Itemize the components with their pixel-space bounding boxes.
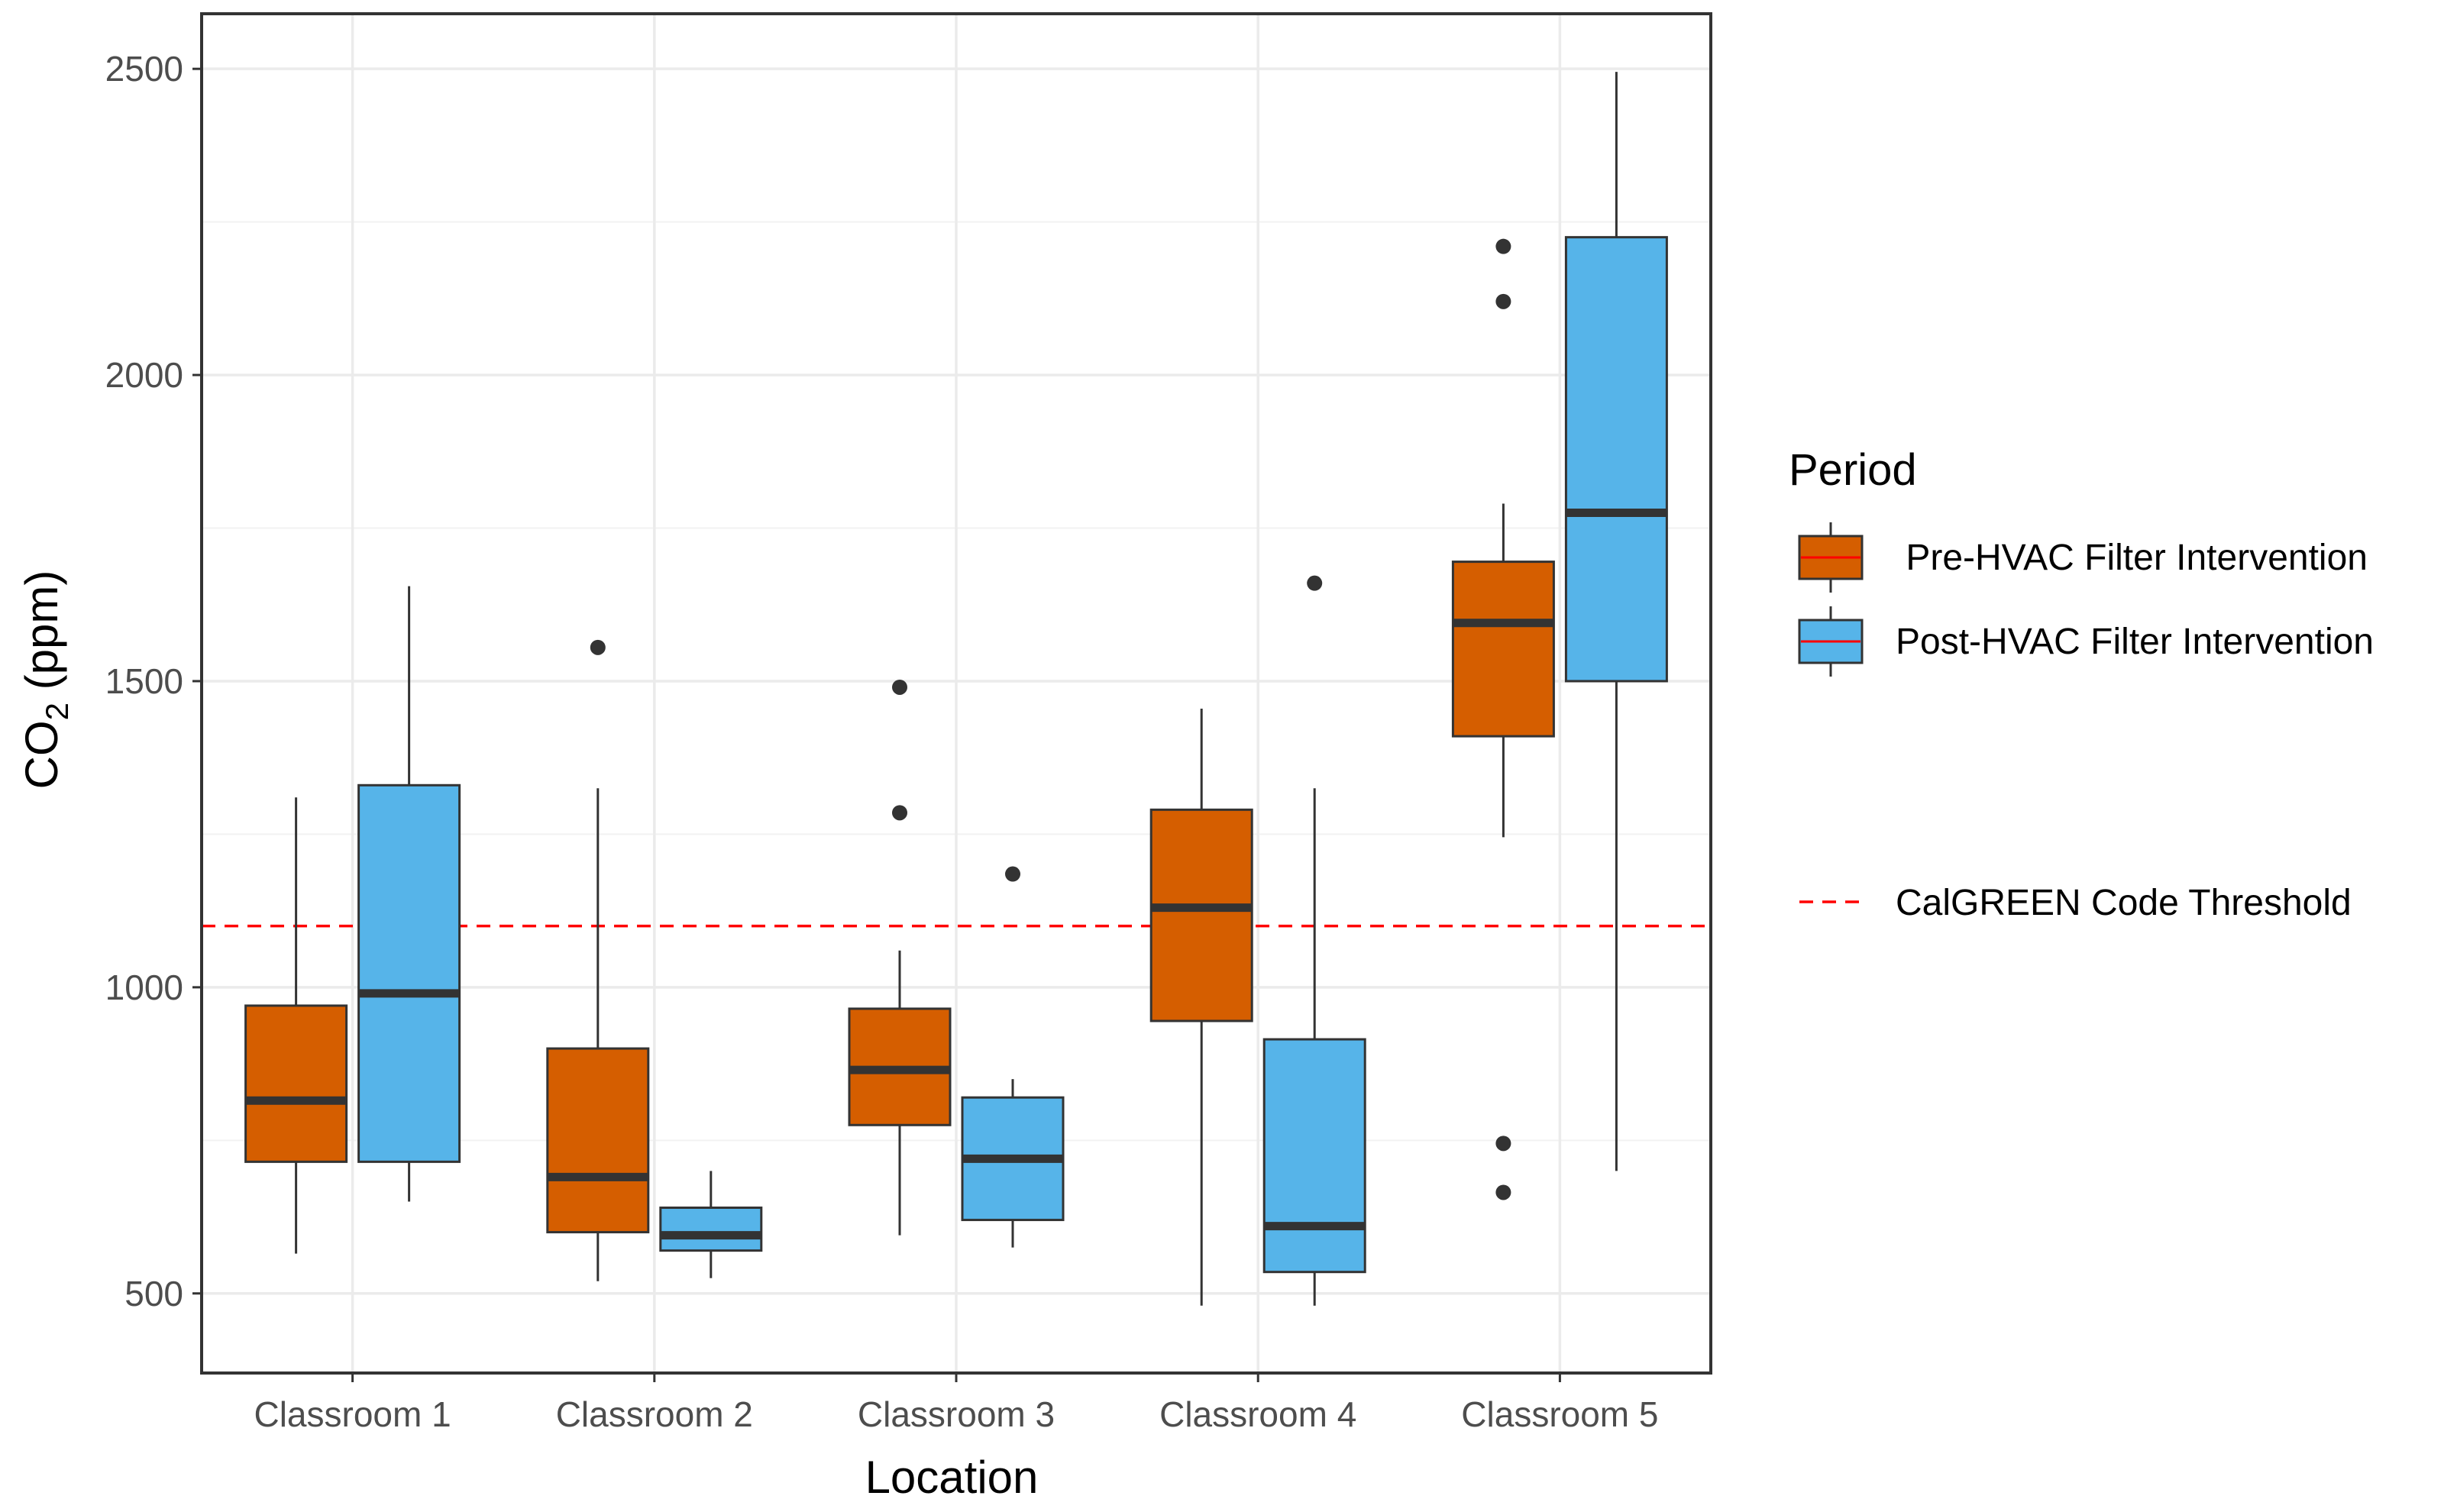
boxplot-pre-classroom-5 [1451,238,1555,1200]
y-tick-label: 1000 [105,968,183,1007]
legend-label-threshold: CalGREEN Code Threshold [1896,883,2352,923]
outlier-point [1005,866,1020,882]
legend-key-pre [1798,522,1864,593]
x-axis-title: Location [865,1452,1039,1503]
outlier-point [1307,575,1323,591]
x-tick-label: Classroom 4 [1159,1394,1356,1434]
y-tick-label: 2500 [105,49,183,89]
outlier-point [892,679,907,695]
y-axis-title: CO2 (ppm) [16,570,75,790]
y-axis-title-prefix: CO [16,720,67,789]
boxplot-post-classroom-5 [1564,72,1668,1171]
y-tick-label: 1500 [105,661,183,701]
box [1262,1038,1366,1274]
legend-label-pre: Pre-HVAC Filter Intervention [1896,538,2368,578]
box [244,1004,348,1163]
legend-key-post [1798,606,1864,677]
box [1564,236,1668,683]
box [659,1207,763,1252]
box [1451,561,1555,738]
legend-title: Period [1789,445,1917,495]
x-tick-label: Classroom 1 [254,1394,451,1434]
boxplot-post-classroom-3 [961,866,1065,1248]
x-axis: Classroom 1 Classroom 2 Classroom 3 Classro… [254,1373,1659,1434]
box [357,783,461,1163]
legend-label-post: Post-HVAC Filter Intervention [1896,622,2374,662]
boxplot-pre-classroom-1 [244,797,348,1254]
outlier-point [892,805,907,821]
box [1149,808,1253,1023]
y-axis: 500 1000 1500 2000 2500 [105,49,202,1313]
outlier-point [1495,1136,1511,1152]
y-tick-label: 2000 [105,355,183,395]
outlier-point [590,639,606,655]
x-tick-label: Classroom 5 [1461,1394,1658,1434]
legend: Period Pre-HVAC Filter Intervention Post… [1789,445,2374,923]
boxplot-post-classroom-2 [659,1171,763,1278]
boxplot-post-classroom-1 [357,586,461,1202]
outlier-point [1495,1184,1511,1200]
y-tick-label: 500 [124,1274,183,1313]
boxplot-pre-classroom-3 [848,679,952,1236]
boxplot-pre-classroom-4 [1149,709,1253,1306]
outlier-point [1495,293,1511,309]
boxplots [244,72,1668,1306]
y-axis-title-subscript: 2 [39,703,75,720]
y-axis-title-suffix: (ppm) [16,570,67,703]
box [546,1047,650,1234]
x-tick-label: Classroom 3 [858,1394,1055,1434]
boxplot-post-classroom-4 [1262,575,1366,1306]
outlier-point [1495,238,1511,254]
boxplot-pre-classroom-2 [546,639,650,1281]
x-tick-label: Classroom 2 [556,1394,753,1434]
